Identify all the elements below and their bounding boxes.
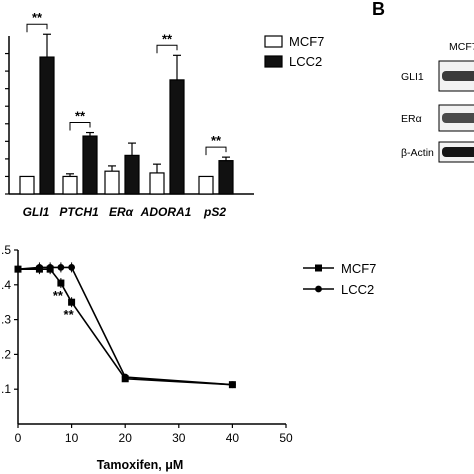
line-x-tick-label: 30: [172, 431, 186, 445]
blot-band: [442, 71, 474, 81]
panel-letter-b: B: [372, 0, 385, 19]
line-y-ticks: .1 .2 .3 .4 .5: [1, 243, 18, 396]
data-point-lcc2: [14, 265, 22, 273]
bar-significance: ** ** ** **: [26, 10, 227, 156]
blot-row-label: β-Actin: [401, 147, 434, 159]
bar-lcc2: [82, 135, 98, 195]
line-x-tick-label: 0: [15, 431, 22, 445]
western-blot-panel: B MCF7 GLI1 ERα β-Actin: [372, 0, 474, 163]
legend-swatch-lcc2: [264, 55, 283, 68]
legend-label-mcf7: MCF7: [341, 261, 376, 276]
data-point-lcc2: [229, 381, 236, 389]
blot-row-label: GLI1: [401, 71, 424, 83]
blot-column-label: MCF7: [449, 41, 474, 53]
data-point-lcc2: [121, 373, 129, 381]
bar-mcf7: [104, 170, 120, 195]
line-annotations: ****: [53, 288, 75, 322]
category-label: pS2: [203, 205, 226, 219]
legend-label-mcf7: MCF7: [289, 34, 324, 49]
bar-mcf7: [62, 175, 78, 195]
category-label: ADORA1: [140, 205, 192, 219]
significance-label: **: [75, 109, 86, 124]
line-y-tick-label: .3: [1, 313, 11, 327]
line-x-tick-label: 50: [279, 431, 293, 445]
line-legend: MCF7 LCC2: [303, 261, 376, 297]
bar-chart: ** ** ** ** GLI1 PTCH1 ERα ADORA1 pS2 MCF7 LCC2: [5, 10, 324, 219]
line-y-tick-label: .5: [1, 243, 11, 257]
significance-label: **: [32, 10, 43, 25]
line-x-tick-label: 10: [65, 431, 79, 445]
legend-label-lcc2: LCC2: [341, 282, 374, 297]
bar-error-bars: [43, 33, 230, 177]
legend-label-lcc2: LCC2: [289, 54, 322, 69]
line-series: [14, 262, 236, 389]
line-x-axis-title: Tamoxifen, μM: [97, 458, 184, 472]
legend-marker-mcf7: [315, 264, 322, 272]
significance-bracket: [26, 23, 48, 33]
line-x-tick-label: 40: [226, 431, 240, 445]
bar-category-labels: GLI1 PTCH1 ERα ADORA1 pS2: [23, 205, 227, 219]
line-y-tick-label: .2: [1, 347, 11, 361]
bar-lcc2: [124, 154, 140, 195]
legend-swatch-mcf7: [264, 35, 283, 48]
significance-bracket: [156, 44, 178, 54]
line-x-tick-label: 20: [119, 431, 133, 445]
significance-label: **: [162, 31, 173, 46]
bar-mcf7: [198, 175, 214, 195]
bar-lcc2: [169, 79, 185, 195]
significance-label: **: [53, 288, 64, 303]
category-label: PTCH1: [59, 205, 99, 219]
line-chart: .1 .2 .3 .4 .5 0 10 20 30 40 50 **** Tamoxifen, μ…: [1, 243, 376, 472]
blot-row-label: ERα: [401, 113, 422, 125]
significance-bracket: [205, 146, 227, 156]
category-label: ERα: [109, 205, 134, 219]
category-label: GLI1: [23, 205, 50, 219]
bar-lcc2: [218, 160, 234, 195]
legend-marker-lcc2: [315, 285, 322, 293]
line-y-tick-label: .4: [1, 278, 11, 292]
series-line-mcf7: [18, 268, 233, 386]
significance-label: **: [64, 307, 75, 322]
bar-lcc2: [39, 56, 55, 195]
bar-mcf7: [19, 175, 35, 195]
line-x-ticks: 0 10 20 30 40 50: [15, 424, 293, 445]
bar-series: [19, 56, 234, 195]
bar-mcf7: [149, 172, 165, 195]
significance-bracket: [69, 122, 91, 131]
significance-label: **: [211, 133, 222, 148]
bar-legend: MCF7 LCC2: [264, 34, 324, 69]
blot-band: [442, 147, 474, 157]
blot-band: [442, 113, 474, 123]
bar-y-ticks: [5, 52, 9, 195]
series-line-lcc2: [17, 266, 233, 386]
blot-rows: GLI1 ERα β-Actin: [401, 60, 474, 163]
line-y-tick-label: .1: [1, 382, 11, 396]
